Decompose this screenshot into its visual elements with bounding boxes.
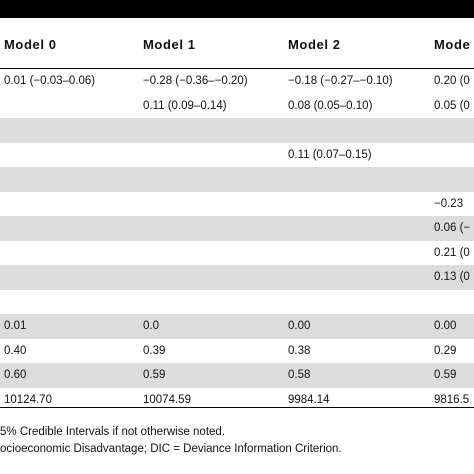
- table-bottom-rule: [0, 407, 474, 408]
- table-cell: 0.60: [4, 369, 27, 381]
- header-model-2: Model 2: [288, 37, 341, 52]
- table-row: 0.21 (0: [0, 241, 474, 266]
- table-cell: 0.06 (−: [434, 222, 471, 234]
- table-row: [0, 167, 474, 192]
- table-row: 0.40 0.39 0.38 0.29: [0, 339, 474, 364]
- table-row: 0.60 0.59 0.58 0.59: [0, 363, 474, 388]
- table-top-bar: [0, 0, 474, 18]
- table-cell: 0.59: [434, 369, 457, 381]
- header-model-3: Mode: [434, 37, 471, 52]
- table-row: 10124.70 10074.59 9984.14 9816.5: [0, 388, 474, 413]
- table-row: 0.11 (0.07–0.15): [0, 143, 474, 168]
- table-row: 0.13 (0: [0, 265, 474, 290]
- table-cell: 0.08 (0.05–0.10): [288, 99, 373, 112]
- table-row: [0, 118, 474, 143]
- table-cell: 0.39: [143, 344, 166, 357]
- table-cell: 0.00: [434, 320, 457, 332]
- header-model-1: Model 1: [143, 37, 196, 52]
- table-row: [0, 290, 474, 315]
- table-cell: −0.23: [434, 197, 464, 210]
- table-cell: 0.11 (0.09–0.14): [143, 99, 227, 112]
- table-cell: −0.18 (−0.27–−0.10): [288, 75, 393, 87]
- table-cell: 0.58: [288, 369, 311, 381]
- table-row: 0.01 (−0.03–0.06) −0.28 (−0.36–−0.20) −0.1…: [0, 69, 474, 94]
- table-cell: 0.01 (−0.03–0.06): [4, 75, 96, 87]
- table-cell: 0.11 (0.07–0.15): [288, 148, 372, 161]
- table-body: 0.01 (−0.03–0.06) −0.28 (−0.36–−0.20) −0.1…: [0, 69, 474, 412]
- table-cell: 10124.70: [4, 393, 52, 406]
- table-cell: 0.29: [434, 344, 457, 357]
- table-row: −0.23: [0, 192, 474, 217]
- table-cell: 0.40: [4, 344, 27, 357]
- table-cell: −0.28 (−0.36–−0.20): [143, 75, 248, 87]
- table-header-row: Model 0 Model 1 Model 2 Mode: [0, 18, 474, 69]
- table-cell: 0.01: [4, 320, 27, 332]
- table-cell: 0.00: [288, 320, 311, 332]
- table-row: 0.11 (0.09–0.14) 0.08 (0.05–0.10) 0.05 (0: [0, 94, 474, 119]
- table-cell: 0.21 (0: [434, 246, 470, 259]
- table-row: 0.01 0.0 0.00 0.00: [0, 314, 474, 339]
- table-row: 0.06 (−: [0, 216, 474, 241]
- table-cell: 0.05 (0: [434, 99, 470, 112]
- table-cell: 10074.59: [143, 393, 191, 406]
- table-cell: 9984.14: [288, 393, 330, 406]
- table-cell: 0.38: [288, 344, 311, 357]
- footnote-2: ocioeconomic Disadvantage; DIC = Devianc…: [0, 443, 342, 455]
- table-cell: 0.20 (0: [434, 75, 470, 87]
- table-cell: 0.13 (0: [434, 271, 470, 283]
- footnote-1: 5% Credible Intervals if not otherwise n…: [0, 426, 226, 438]
- header-model-0: Model 0: [4, 37, 57, 52]
- table-cell: 0.0: [143, 320, 159, 332]
- table-cell: 0.59: [143, 369, 166, 381]
- table-cell: 9816.5: [434, 393, 470, 406]
- results-table: Model 0 Model 1 Model 2 Mode 0.01 (−0.03…: [0, 18, 474, 412]
